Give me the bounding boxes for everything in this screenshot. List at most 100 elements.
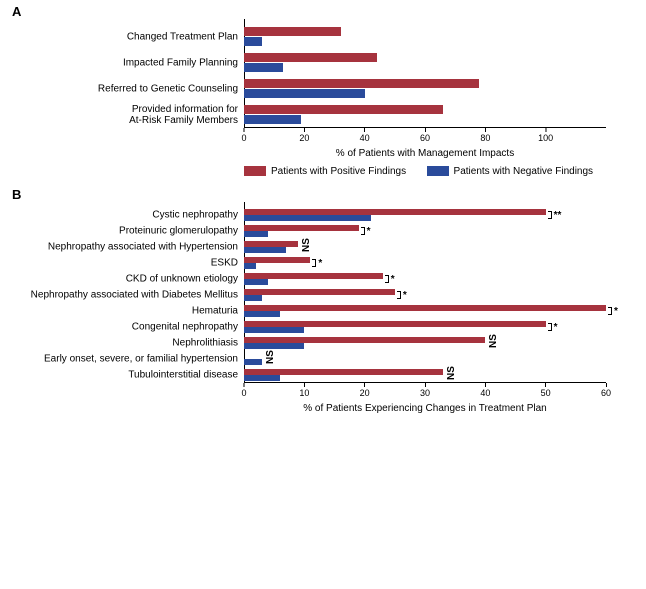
- bar-negative: [244, 359, 262, 365]
- bar-group: Early onset, severe, or familial hyperte…: [244, 352, 606, 366]
- axis-tick: 20: [299, 128, 309, 143]
- bar-group: Changed Treatment Plan: [244, 25, 606, 49]
- bar-positive: [244, 369, 443, 375]
- bar-negative: [244, 279, 268, 285]
- significance-label: **: [554, 211, 562, 221]
- bar-negative: [244, 247, 286, 253]
- axis-tick: 100: [538, 128, 553, 143]
- category-label: Congenital nephropathy: [132, 322, 244, 333]
- panel-a-xlabel: % of Patients with Management Impacts: [244, 148, 606, 159]
- category-label: CKD of unknown etiology: [126, 274, 244, 285]
- significance-bracket: [548, 211, 552, 219]
- bar-negative: [244, 295, 262, 301]
- axis-tick: 60: [420, 128, 430, 143]
- bar-group: Proteinuric glomerulopathy*: [244, 224, 606, 238]
- bar-negative: [244, 63, 283, 72]
- panel-a-axis-ticks: 0 20 40 60 80 100: [244, 128, 606, 146]
- bar-negative: [244, 311, 280, 317]
- axis-tick: 60: [601, 383, 611, 398]
- panel-a-chart: Changed Treatment PlanImpacted Family Pl…: [244, 19, 606, 128]
- bar-positive: [244, 241, 298, 247]
- bar-positive: [244, 273, 383, 279]
- category-label: Provided information forAt-Risk Family M…: [129, 104, 244, 126]
- category-label: Nephropathy associated with Hypertension: [48, 242, 244, 253]
- bar-positive: [244, 79, 479, 88]
- significance-label: *: [318, 259, 322, 269]
- significance-bracket: [608, 307, 612, 315]
- bar-negative: [244, 37, 262, 46]
- significance-bracket: [385, 275, 389, 283]
- category-label: Impacted Family Planning: [123, 58, 244, 69]
- bar-positive: [244, 105, 443, 114]
- bar-group: Congenital nephropathy*: [244, 320, 606, 334]
- legend-positive-swatch: [244, 166, 266, 176]
- legend-positive-label: Patients with Positive Findings: [271, 166, 406, 177]
- significance-bracket: [361, 227, 365, 235]
- bar-group: Provided information forAt-Risk Family M…: [244, 103, 606, 127]
- category-label: Referred to Genetic Counseling: [98, 84, 244, 95]
- bar-group: Nephropathy associated with Hypertension…: [244, 240, 606, 254]
- legend-positive: Patients with Positive Findings: [244, 166, 406, 177]
- category-label: Tubulointerstitial disease: [128, 370, 244, 381]
- significance-label: *: [403, 291, 407, 301]
- significance-bracket: [397, 291, 401, 299]
- bar-group: Cystic nephropathy**: [244, 208, 606, 222]
- significance-label: NS: [302, 238, 312, 252]
- legend-negative-label: Patients with Negative Findings: [454, 166, 594, 177]
- bar-positive: [244, 337, 485, 343]
- bar-group: Referred to Genetic Counseling: [244, 77, 606, 101]
- panel-b-axis-ticks: 0102030405060: [244, 383, 606, 401]
- axis-tick: 80: [480, 128, 490, 143]
- legend-negative-swatch: [427, 166, 449, 176]
- bar-positive: [244, 305, 606, 311]
- bar-negative: [244, 231, 268, 237]
- bar-positive: [244, 225, 359, 231]
- category-label: Hematuria: [192, 306, 244, 317]
- axis-tick: 20: [360, 383, 370, 398]
- significance-label: *: [391, 275, 395, 285]
- significance-bracket: [312, 259, 316, 267]
- bar-group: Impacted Family Planning: [244, 51, 606, 75]
- significance-bracket: [548, 323, 552, 331]
- bar-group: CKD of unknown etiology*: [244, 272, 606, 286]
- significance-label: NS: [489, 334, 499, 348]
- axis-tick: 40: [360, 128, 370, 143]
- bar-negative: [244, 327, 304, 333]
- bar-negative: [244, 343, 304, 349]
- category-label: ESKD: [211, 258, 244, 269]
- bar-positive: [244, 321, 546, 327]
- bar-group: ESKD*: [244, 256, 606, 270]
- bar-positive: [244, 257, 310, 263]
- significance-label: *: [554, 323, 558, 333]
- bar-positive: [244, 27, 341, 36]
- bar-positive: [244, 53, 377, 62]
- panel-b-label: B: [4, 187, 636, 202]
- category-label: Early onset, severe, or familial hyperte…: [44, 354, 244, 365]
- legend-negative: Patients with Negative Findings: [427, 166, 594, 177]
- significance-label: *: [367, 227, 371, 237]
- significance-label: NS: [266, 350, 276, 364]
- axis-tick: 30: [420, 383, 430, 398]
- category-label: Nephropathy associated with Diabetes Mel…: [31, 290, 244, 301]
- bar-negative: [244, 375, 280, 381]
- panel-b-xlabel: % of Patients Experiencing Changes in Tr…: [244, 403, 606, 414]
- bar-group: NephrolithiasisNS: [244, 336, 606, 350]
- bar-negative: [244, 215, 371, 221]
- axis-tick: 10: [299, 383, 309, 398]
- bar-negative: [244, 115, 301, 124]
- significance-label: NS: [447, 366, 457, 380]
- category-label: Nephrolithiasis: [172, 338, 244, 349]
- bar-group: Tubulointerstitial diseaseNS: [244, 368, 606, 382]
- bar-group: Hematuria*: [244, 304, 606, 318]
- bar-positive: [244, 209, 546, 215]
- axis-tick: 0: [241, 128, 246, 143]
- category-label: Proteinuric glomerulopathy: [119, 226, 244, 237]
- panel-a-label: A: [4, 4, 636, 19]
- axis-tick: 0: [241, 383, 246, 398]
- legend: Patients with Positive Findings Patients…: [244, 163, 636, 181]
- figure: A Changed Treatment PlanImpacted Family …: [0, 0, 646, 418]
- significance-label: *: [614, 307, 618, 317]
- category-label: Cystic nephropathy: [152, 210, 244, 221]
- category-label: Changed Treatment Plan: [127, 32, 244, 43]
- axis-tick: 40: [480, 383, 490, 398]
